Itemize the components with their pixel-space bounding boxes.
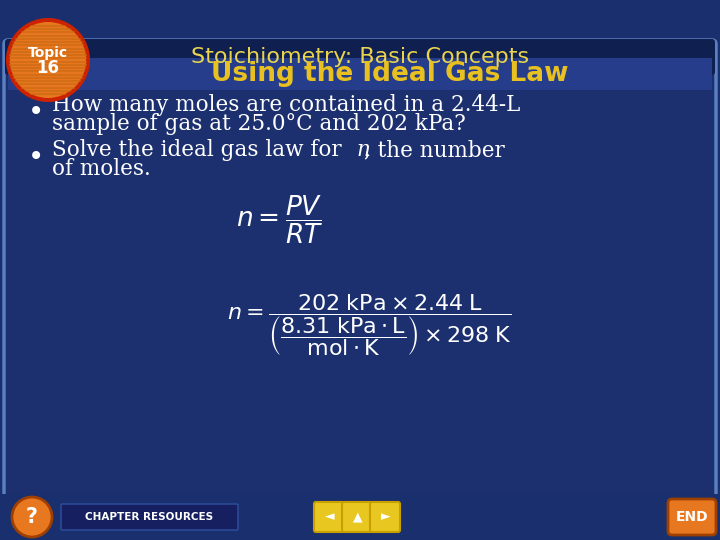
Text: of moles.: of moles. [52,158,150,180]
Text: ►: ► [381,510,391,523]
Text: , the number: , the number [364,139,505,161]
Text: How many moles are contained in a 2.44-L: How many moles are contained in a 2.44-L [52,94,521,116]
Text: CHAPTER RESOURCES: CHAPTER RESOURCES [85,512,213,522]
Text: •: • [28,98,44,126]
FancyBboxPatch shape [370,502,400,532]
Text: $n = \dfrac{202\;\mathrm{kPa} \times 2.44\;\mathrm{L}}{\left(\dfrac{8.31\;\mathr: $n = \dfrac{202\;\mathrm{kPa} \times 2.4… [228,292,513,358]
Text: ?: ? [26,507,38,527]
FancyBboxPatch shape [61,504,238,530]
FancyBboxPatch shape [5,39,715,75]
Text: 16: 16 [37,59,60,77]
FancyBboxPatch shape [4,40,716,502]
FancyBboxPatch shape [668,499,716,535]
Text: Using the Ideal Gas Law: Using the Ideal Gas Law [211,61,569,87]
FancyBboxPatch shape [342,502,372,532]
Text: Topic: Topic [28,46,68,60]
Text: •: • [28,143,44,171]
Text: sample of gas at 25.0°C and 202 kPa?: sample of gas at 25.0°C and 202 kPa? [52,113,466,135]
Text: n: n [356,139,370,161]
Circle shape [10,22,86,98]
Text: $n = \dfrac{PV}{RT}$: $n = \dfrac{PV}{RT}$ [236,194,323,246]
FancyBboxPatch shape [8,58,712,90]
Circle shape [6,18,90,102]
Text: Stoichiometry: Basic Concepts: Stoichiometry: Basic Concepts [191,47,529,67]
Circle shape [12,497,52,537]
Polygon shape [12,72,712,80]
FancyBboxPatch shape [314,502,344,532]
Text: ▲: ▲ [354,510,363,523]
Polygon shape [0,494,720,540]
Text: Solve the ideal gas law for: Solve the ideal gas law for [52,139,348,161]
Text: END: END [675,510,708,524]
Text: ◄: ◄ [325,510,335,523]
